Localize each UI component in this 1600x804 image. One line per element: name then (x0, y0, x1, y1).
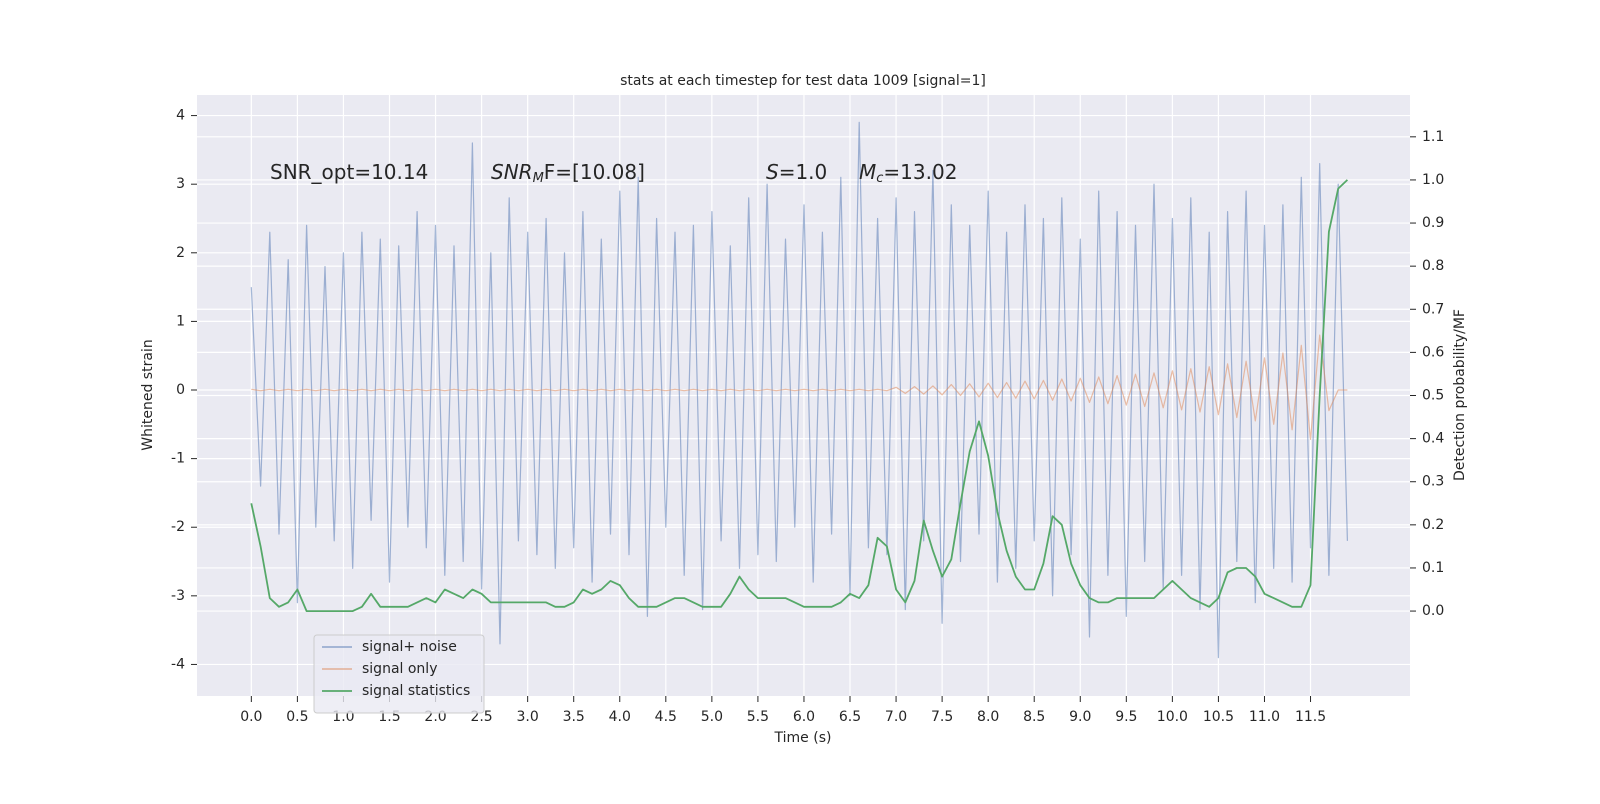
x-tick-label: 9.5 (1115, 709, 1137, 725)
x-tick-label: 7.0 (885, 709, 907, 725)
x-tick-label: 3.5 (563, 709, 585, 725)
annotation-subscript: M (533, 171, 544, 186)
y-tick-label: -2 (171, 519, 185, 535)
annotation-text: S (766, 160, 779, 184)
y2-tick-label: 0.1 (1422, 560, 1444, 576)
x-tick-label: 11.0 (1249, 709, 1280, 725)
x-tick-label: 5.5 (747, 709, 769, 725)
y2-tick-label: 0.3 (1422, 474, 1444, 490)
x-tick-label: 0.0 (240, 709, 262, 725)
x-tick-label: 11.5 (1295, 709, 1326, 725)
legend: signal+ noise signal only signal statistic… (313, 634, 485, 714)
series-line (250, 121, 1348, 659)
annotation: S=1.0 (766, 160, 827, 184)
y-tick-label: 0 (176, 382, 185, 398)
annotation: SNRMF=[10.08] (491, 160, 645, 186)
y-tick-label: 1 (176, 313, 185, 329)
y-tick-label: -4 (171, 656, 185, 672)
y-tick-label: -3 (171, 588, 185, 604)
marks (250, 121, 1349, 659)
y-tick-label: -1 (171, 451, 185, 467)
x-tick-label: 10.5 (1203, 709, 1234, 725)
y-tick-label: 2 (176, 245, 185, 261)
y-axis-label: Whitened strain (140, 339, 156, 450)
y2-tick-label: 0.4 (1422, 431, 1444, 447)
y2-tick-label: 0.5 (1422, 388, 1444, 404)
annotation: SNR_opt=10.14 (270, 160, 428, 184)
annotation-text: F=[10.08] (544, 160, 645, 184)
x-tick-label: 6.0 (793, 709, 815, 725)
y-tick-label: 4 (176, 108, 185, 124)
annotation-text: =13.02 (883, 160, 957, 184)
x-tick-label: 5.0 (701, 709, 723, 725)
series-line (251, 334, 1348, 440)
y2-tick-label: 0.0 (1422, 603, 1444, 619)
x-tick-label: 0.5 (286, 709, 308, 725)
series-line (250, 179, 1349, 612)
y2-tick-label: 0.2 (1422, 517, 1444, 533)
annotation: Mc=13.02 (859, 160, 957, 186)
annotation-text: SNR (491, 160, 533, 184)
x-tick-label: 8.0 (977, 709, 999, 725)
legend-label: signal statistics (362, 683, 470, 699)
y2-tick-label: 1.1 (1422, 129, 1444, 145)
legend-label: signal only (362, 661, 437, 677)
legend-box (313, 634, 485, 714)
axes: 0.0 0.5 1.0 1.5 2.0 2.5 3.0 3.5 4.0 4.5 5.0 5.5 6.0 6… (171, 108, 1444, 725)
x-tick-label: 4.5 (655, 709, 677, 725)
y2-tick-label: 1.0 (1422, 172, 1444, 188)
x-axis-label: Time (s) (774, 730, 832, 746)
x-tick-label: 3.0 (517, 709, 539, 725)
y2-tick-label: 0.6 (1422, 344, 1444, 360)
x-tick-label: 7.5 (931, 709, 953, 725)
annotation-text: M (859, 160, 876, 184)
y2-tick-label: 0.9 (1422, 215, 1444, 231)
y-tick-label: 3 (176, 176, 185, 192)
x-tick-label: 4.0 (609, 709, 631, 725)
y2-axis-label: Detection probability/MF (1452, 309, 1468, 481)
y2-tick-label: 0.8 (1422, 258, 1444, 274)
chart-title: stats at each timestep for test data 100… (620, 73, 986, 89)
annotation-subscript: c (876, 171, 883, 186)
x-tick-label: 9.0 (1069, 709, 1091, 725)
x-tick-label: 10.0 (1157, 709, 1188, 725)
annotation-text: =1.0 (779, 160, 828, 184)
x-tick-label: 8.5 (1023, 709, 1045, 725)
legend-label: signal+ noise (362, 639, 457, 655)
y2-tick-label: 0.7 (1422, 301, 1444, 317)
annotation-text: SNR_opt=10.14 (270, 160, 428, 184)
x-tick-label: 6.5 (839, 709, 861, 725)
